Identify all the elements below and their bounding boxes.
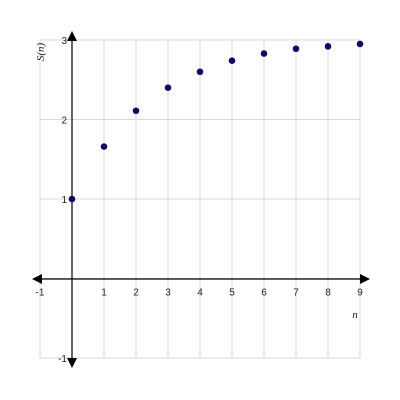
x-tick-label: 7 bbox=[293, 288, 299, 299]
x-axis-right-arrow bbox=[360, 274, 370, 284]
data-point bbox=[292, 45, 300, 53]
data-point bbox=[260, 50, 268, 57]
data-point bbox=[196, 68, 204, 76]
y-axis-label: S(n) bbox=[35, 43, 47, 62]
data-point bbox=[324, 43, 332, 50]
x-tick-label: -1 bbox=[36, 288, 45, 299]
y-tick-label: 3 bbox=[61, 36, 67, 47]
y-tick-label: 1 bbox=[61, 195, 67, 206]
x-tick-label: 4 bbox=[197, 288, 203, 299]
tick-labels: -1 1 2 3 4 5 6 7 8 9 -1 1 2 3 bbox=[36, 36, 364, 365]
data-points bbox=[68, 40, 364, 203]
x-tick-label: 9 bbox=[357, 288, 363, 299]
data-point bbox=[100, 143, 108, 150]
data-point bbox=[68, 195, 76, 203]
x-tick-label: 5 bbox=[229, 288, 235, 299]
data-point bbox=[228, 57, 236, 64]
x-tick-label: 8 bbox=[325, 288, 331, 299]
x-tick-label: 2 bbox=[133, 288, 139, 299]
x-tick-label: 6 bbox=[261, 288, 267, 299]
data-point bbox=[356, 40, 364, 48]
y-tick-label: 2 bbox=[61, 116, 67, 127]
y-axis-down-arrow bbox=[67, 358, 77, 368]
x-tick-label: 1 bbox=[101, 288, 107, 299]
x-axis-left-arrow bbox=[32, 274, 42, 284]
data-point bbox=[132, 107, 140, 115]
x-axis-label: n bbox=[352, 309, 358, 321]
grid bbox=[39, 39, 361, 359]
y-axis-up-arrow bbox=[67, 31, 77, 41]
y-tick-label: -1 bbox=[58, 354, 67, 365]
data-point bbox=[164, 84, 172, 91]
x-tick-label: 3 bbox=[165, 288, 171, 299]
